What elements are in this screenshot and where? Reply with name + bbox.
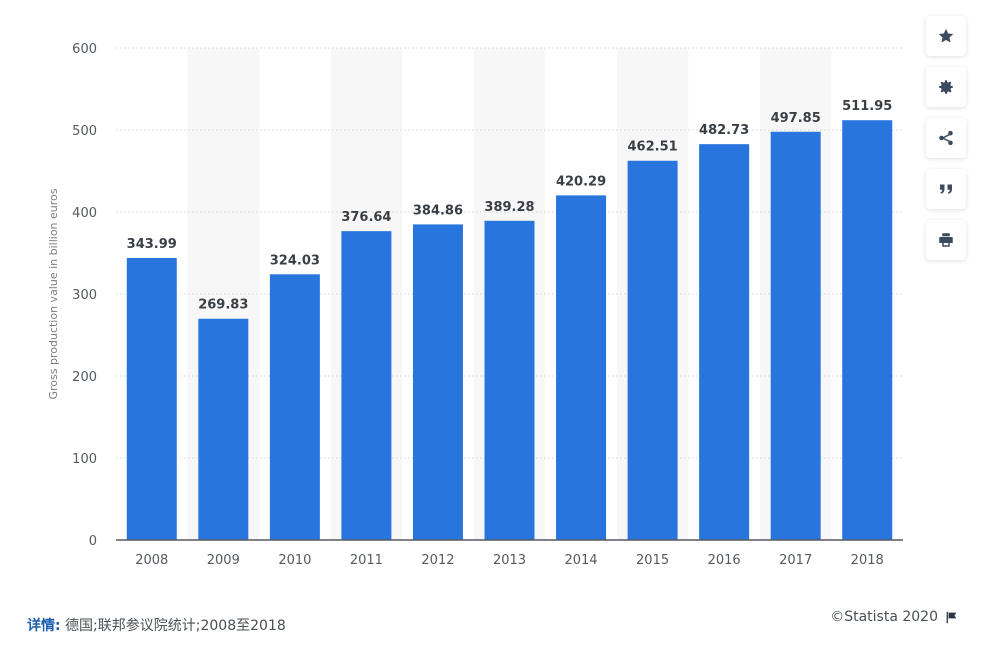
bar-chart: 0 100 200 300 400 500 600 343.99 269.83 324.03 37…: [47, 42, 903, 568]
settings-button[interactable]: [926, 67, 966, 107]
x-tick-label: 2008: [135, 553, 168, 568]
x-tick-label: 2013: [493, 553, 526, 568]
star-icon: [938, 28, 954, 43]
x-tick-label: 2009: [207, 553, 240, 568]
bar[interactable]: [484, 220, 535, 540]
y-tick-label: 200: [72, 370, 97, 385]
bar[interactable]: [412, 224, 463, 540]
x-tick-label: 2018: [851, 553, 884, 568]
x-tick-label: 2017: [779, 553, 812, 568]
x-tick-label: 2014: [564, 553, 597, 568]
x-tick-label: 2015: [636, 553, 669, 568]
chart-toolbar: [926, 16, 966, 271]
bar[interactable]: [556, 195, 607, 541]
bar[interactable]: [198, 318, 249, 540]
data-label: 376.64: [341, 210, 391, 225]
details-label[interactable]: 详情:: [27, 618, 61, 634]
y-axis-ticks: 0 100 200 300 400 500 600: [72, 42, 97, 549]
data-label: 462.51: [628, 140, 678, 155]
y-tick-label: 100: [72, 452, 97, 467]
x-axis-ticks: 2008 2009 2010 2011 2012 2013 2014 2015 2016 2017…: [135, 553, 884, 568]
y-tick-label: 500: [72, 124, 97, 139]
bar[interactable]: [770, 131, 821, 540]
flag-icon[interactable]: [945, 611, 958, 624]
print-button[interactable]: [926, 220, 966, 260]
share-button[interactable]: [926, 118, 966, 158]
data-label: 497.85: [771, 111, 821, 126]
quote-icon: [940, 184, 952, 194]
bar[interactable]: [341, 231, 392, 540]
y-tick-label: 0: [89, 534, 97, 549]
cite-button[interactable]: [926, 169, 966, 209]
y-tick-label: 400: [72, 206, 97, 221]
footer-details: 详情: 德国;联邦参议院统计;2008至2018: [27, 615, 286, 635]
x-tick-label: 2012: [421, 553, 454, 568]
bar[interactable]: [627, 160, 678, 540]
gear-icon: [939, 80, 953, 94]
data-label: 343.99: [127, 237, 177, 252]
data-label: 389.28: [484, 200, 534, 215]
x-tick-label: 2016: [708, 553, 741, 568]
y-axis-label: Gross production value in billion euros: [47, 188, 60, 399]
data-label: 269.83: [198, 298, 248, 313]
x-tick-label: 2011: [350, 553, 383, 568]
data-label: 384.86: [413, 203, 463, 218]
bar[interactable]: [699, 144, 750, 540]
favorite-button[interactable]: [926, 16, 966, 56]
bar[interactable]: [269, 274, 320, 540]
data-label: 324.03: [270, 253, 320, 268]
bar[interactable]: [842, 120, 893, 541]
share-icon: [939, 130, 953, 146]
footer-copyright: ©Statista 2020: [830, 609, 958, 625]
print-icon: [939, 233, 953, 247]
bars: [126, 120, 893, 541]
x-tick-label: 2010: [278, 553, 311, 568]
copyright-text[interactable]: ©Statista 2020: [830, 609, 938, 625]
details-text: 德国;联邦参议院统计;2008至2018: [65, 618, 286, 634]
data-label: 511.95: [842, 99, 892, 114]
bar[interactable]: [126, 257, 177, 540]
y-tick-label: 600: [72, 42, 97, 57]
data-labels: 343.99 269.83 324.03 376.64 384.86 389.28 420.…: [127, 99, 893, 313]
y-tick-label: 300: [72, 288, 97, 303]
data-label: 420.29: [556, 174, 606, 189]
data-label: 482.73: [699, 123, 749, 138]
